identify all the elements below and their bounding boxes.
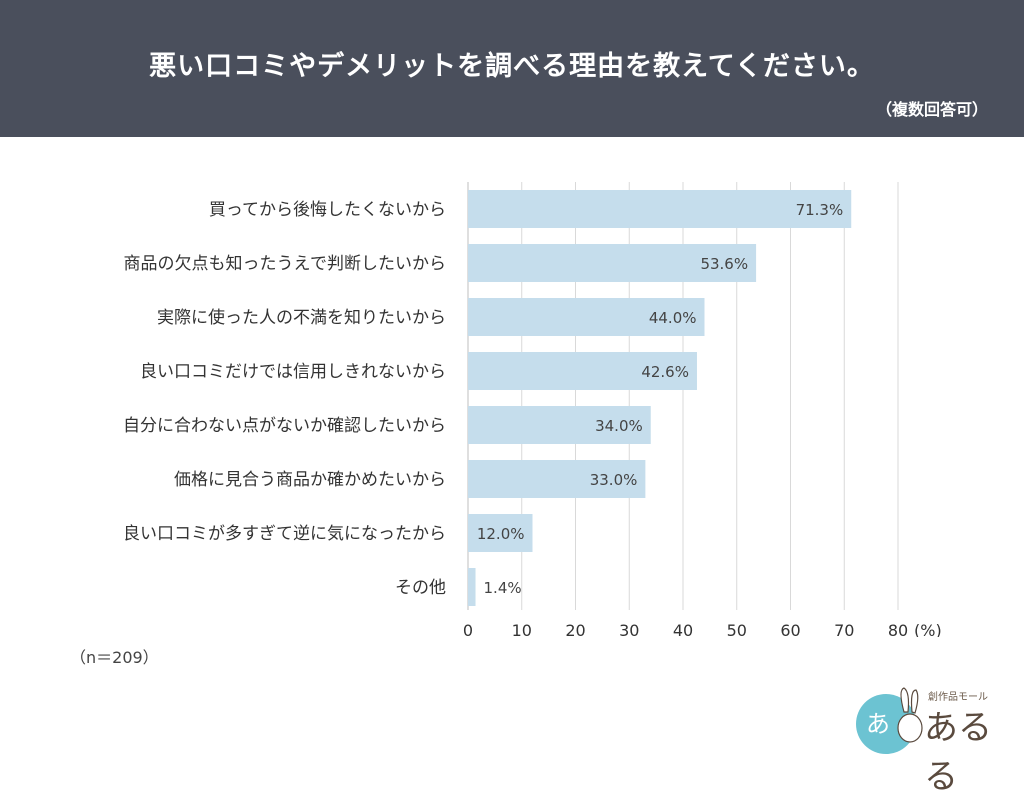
x-tick-label: 10 bbox=[512, 621, 532, 637]
x-tick-label: 30 bbox=[619, 621, 639, 637]
data-label: 42.6% bbox=[641, 363, 689, 381]
x-tick-label: 60 bbox=[780, 621, 800, 637]
page-title: 悪い口コミやデメリットを調べる理由を教えてください。 bbox=[149, 51, 875, 82]
bar bbox=[468, 568, 476, 606]
data-label: 34.0% bbox=[595, 417, 643, 435]
x-tick-label: 20 bbox=[565, 621, 585, 637]
x-axis-unit: (%) bbox=[914, 621, 942, 637]
bar bbox=[468, 406, 651, 444]
sample-size-note: （n＝209） bbox=[70, 648, 159, 667]
logo-rabbit-ear bbox=[910, 689, 919, 714]
bar bbox=[468, 298, 705, 336]
page-subtitle: （複数回答可） bbox=[875, 100, 988, 119]
logo-circle bbox=[856, 694, 916, 754]
x-tick-label: 70 bbox=[834, 621, 854, 637]
category-label: 価格に見合う商品か確かめたいから bbox=[174, 470, 446, 490]
bar bbox=[468, 244, 757, 282]
logo-rabbit-ear bbox=[900, 687, 910, 713]
arulu-logo: あ 創作品モール あるる bbox=[852, 682, 1012, 797]
x-tick-label: 0 bbox=[463, 621, 473, 637]
header-banner: 悪い口コミやデメリットを調べる理由を教えてください。 （複数回答可） bbox=[0, 0, 1024, 137]
logo-badge-text: あ bbox=[866, 710, 890, 738]
bar bbox=[468, 514, 533, 552]
data-label: 12.0% bbox=[477, 525, 525, 543]
bar bbox=[468, 190, 852, 228]
logo-wordmark: あるる bbox=[924, 708, 992, 797]
bar-chart: 0 10 20 30 40 50 60 70 80 (%) 買ってから後悔したくないから 71.3% 商… bbox=[123, 182, 942, 637]
logo-tagline: 創作品モール bbox=[928, 692, 988, 703]
category-label: 商品の欠点も知ったうえで判断したいから bbox=[124, 254, 447, 274]
data-label: 1.4% bbox=[484, 579, 522, 597]
data-label: 71.3% bbox=[796, 201, 844, 219]
category-label: その他 bbox=[395, 578, 446, 598]
x-tick-label: 80 bbox=[888, 621, 908, 637]
data-label: 33.0% bbox=[590, 471, 638, 489]
category-label: 良い口コミだけでは信用しきれないから bbox=[140, 362, 446, 382]
x-tick-label: 50 bbox=[727, 621, 747, 637]
category-label: 買ってから後悔したくないから bbox=[209, 200, 446, 220]
bar bbox=[468, 460, 646, 498]
logo-mark: あ bbox=[856, 687, 923, 754]
data-label: 53.6% bbox=[700, 255, 748, 273]
logo-rabbit-face bbox=[897, 713, 923, 743]
category-label: 良い口コミが多すぎて逆に気になったから bbox=[123, 524, 446, 544]
data-label: 44.0% bbox=[649, 309, 697, 327]
bar bbox=[468, 352, 697, 390]
category-label: 実際に使った人の不満を知りたいから bbox=[157, 307, 446, 328]
category-label: 自分に合わない点がないか確認したいから bbox=[123, 416, 446, 436]
x-tick-label: 40 bbox=[673, 621, 693, 637]
